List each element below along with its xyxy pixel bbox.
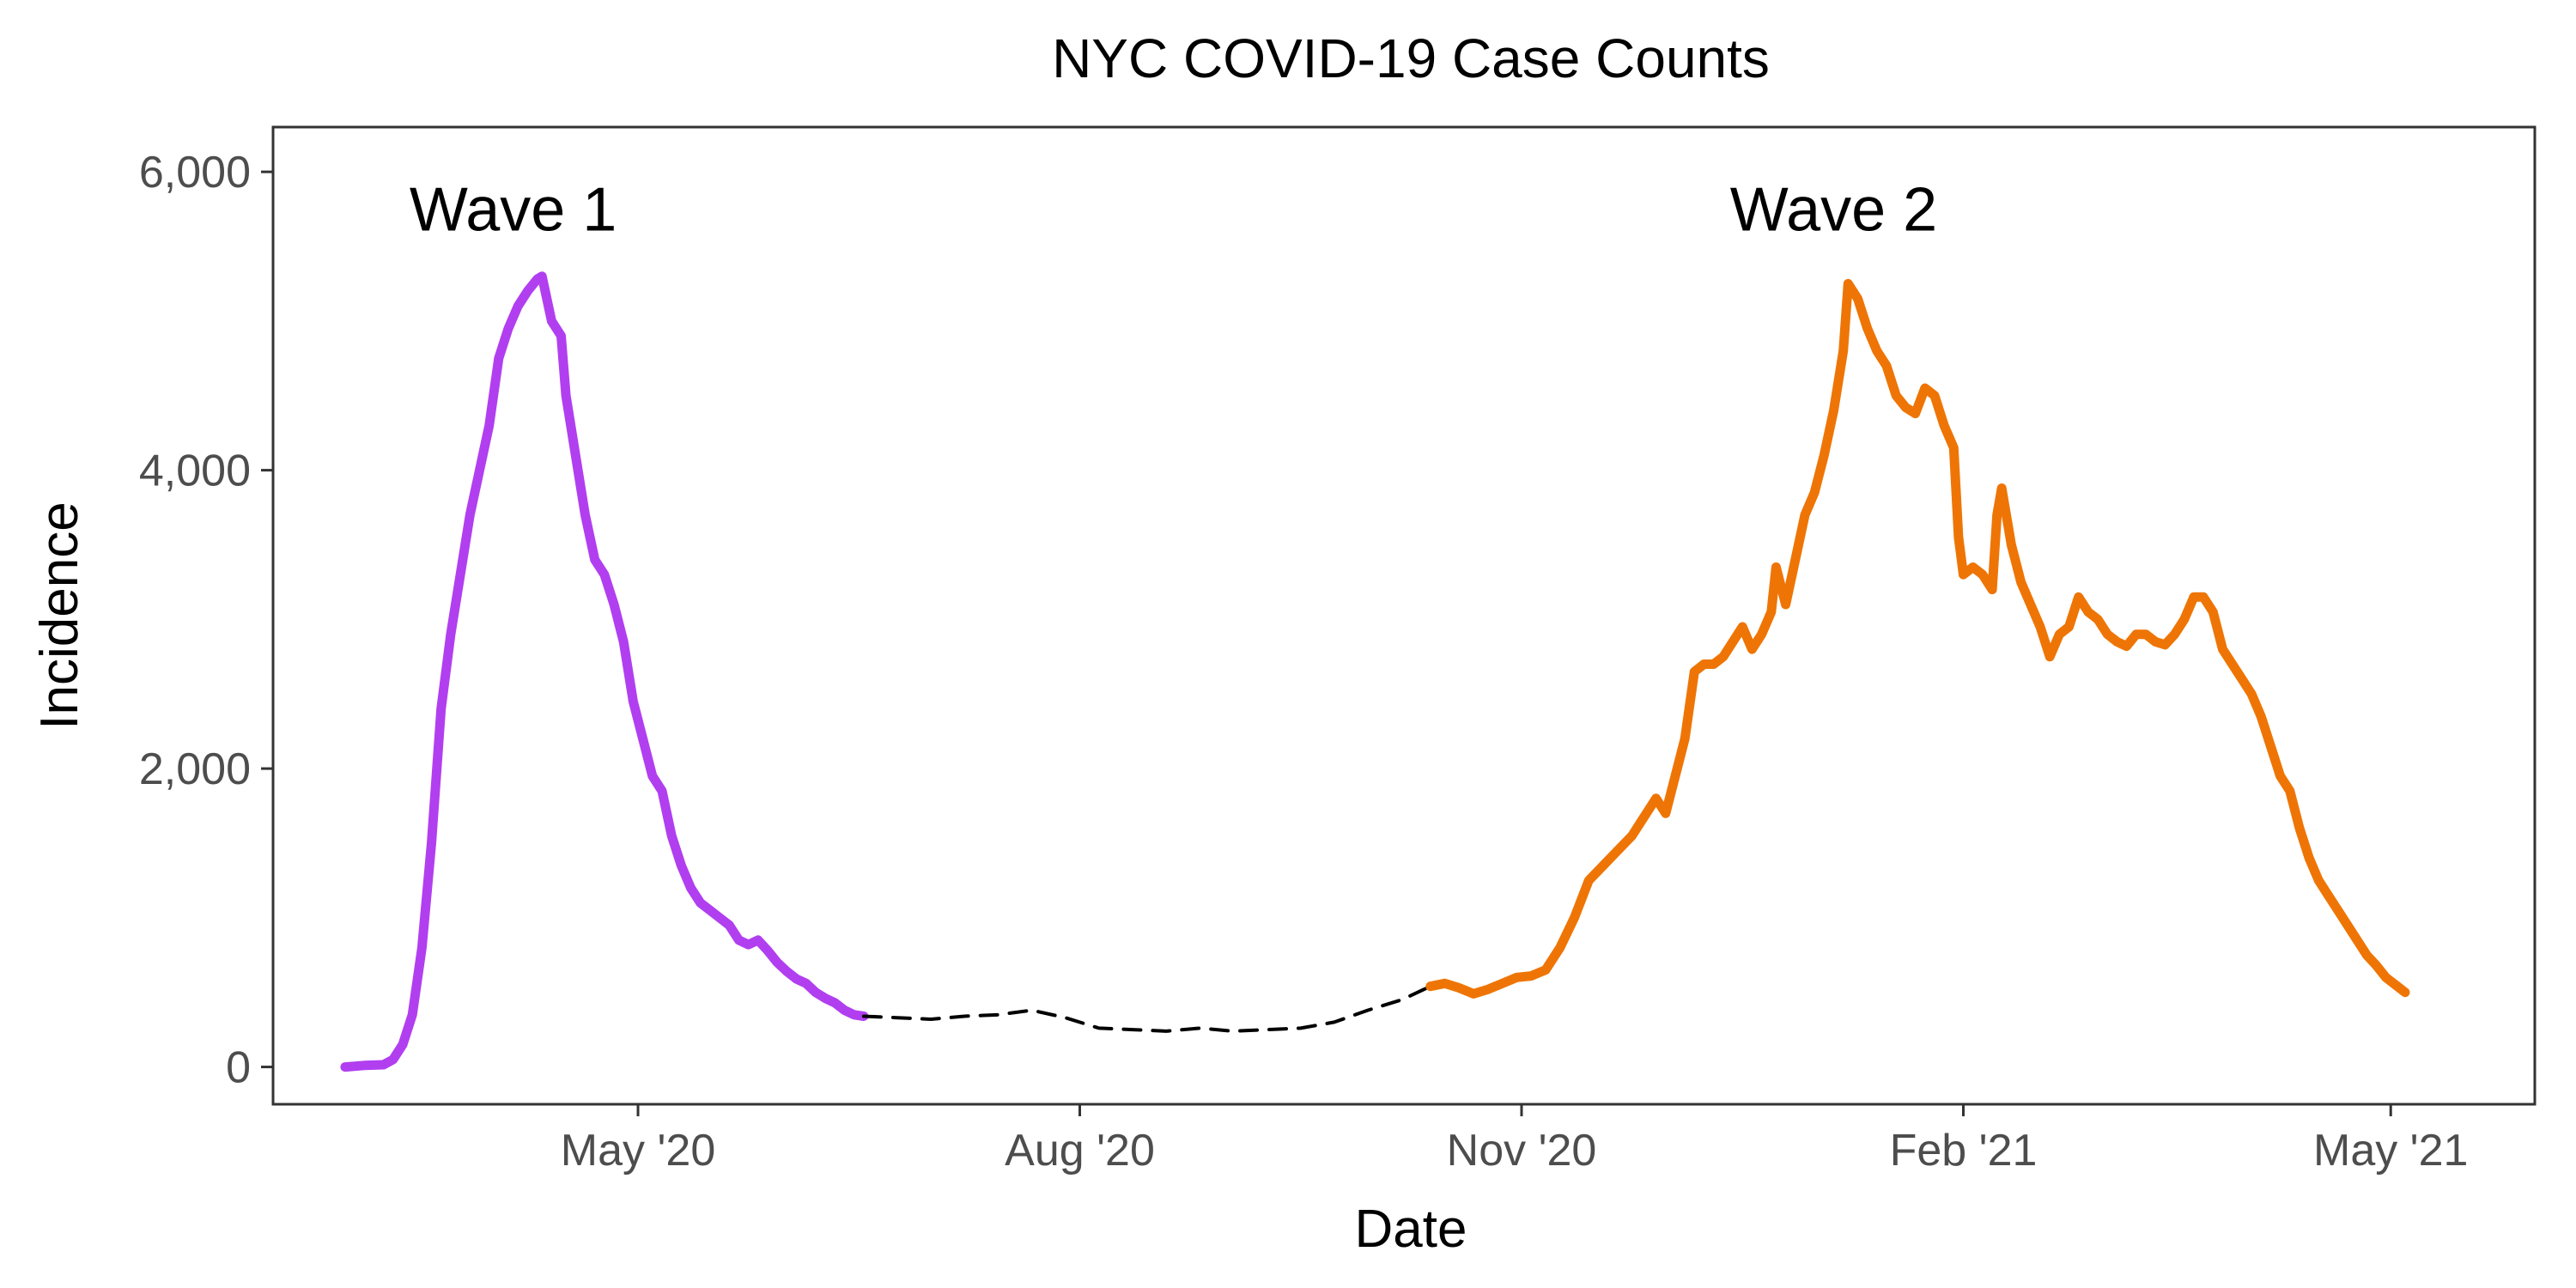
x-tick-label: May '20 xyxy=(561,1126,715,1176)
x-tick-label: May '21 xyxy=(2313,1126,2468,1176)
series-line-3 xyxy=(1425,278,2410,999)
y-tick-label: 4,000 xyxy=(139,447,251,496)
series-line-1 xyxy=(340,271,869,1072)
chart-title: NYC COVID-19 Case Counts xyxy=(1052,27,1770,89)
annotation-wave-1: Wave 1 xyxy=(410,176,617,245)
axes: May '20 Aug '20 Nov '20 Feb '21 May '21 0 2,00… xyxy=(139,148,2469,1176)
y-tick-label: 2,000 xyxy=(139,744,251,794)
y-tick-label: 0 xyxy=(226,1043,251,1093)
y-tick-label: 6,000 xyxy=(139,148,251,197)
annotation-wave-2: Wave 2 xyxy=(1730,176,1937,245)
plot-area: Wave 1 Wave 2 xyxy=(340,176,2410,1072)
plot-panel-border xyxy=(271,125,2537,1106)
x-tick-label: Nov '20 xyxy=(1447,1126,1597,1176)
x-axis-title: Date xyxy=(1355,1200,1467,1259)
series-line-2 xyxy=(861,984,1432,1033)
x-tick-label: Aug '20 xyxy=(1005,1126,1155,1176)
y-axis-title: Incidence xyxy=(30,501,89,729)
x-tick-label: Feb '21 xyxy=(1890,1126,2038,1176)
